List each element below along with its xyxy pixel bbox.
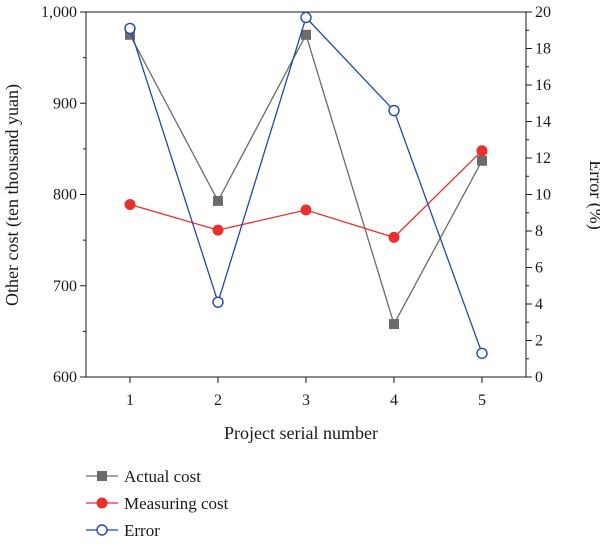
right-y-tick-label: 4 — [535, 296, 543, 313]
legend-marker — [97, 471, 107, 481]
right-y-tick-label: 8 — [535, 223, 543, 240]
legend-label: Measuring cost — [124, 494, 229, 513]
left-y-tick-label: 1,000 — [41, 4, 77, 21]
data-point — [388, 231, 400, 243]
data-point — [389, 319, 399, 330]
right-y-tick-label: 0 — [535, 369, 543, 386]
left-y-tick-label: 800 — [53, 187, 77, 204]
legend-item: Error — [86, 521, 160, 540]
left-y-axis-title: Other cost (ten thousand yuan) — [2, 84, 23, 306]
plot-border — [85, 11, 527, 378]
left-y-tick-label: 900 — [53, 95, 77, 112]
left-y-tick-label: 600 — [53, 369, 77, 386]
series-line — [129, 16, 483, 354]
legend-label: Actual cost — [124, 467, 201, 486]
data-point — [212, 224, 224, 236]
legend: Actual cost Measuring cost Error — [86, 467, 229, 540]
right-y-tick-label: 12 — [535, 150, 551, 167]
plot-area — [85, 11, 527, 378]
data-point — [300, 11, 312, 24]
x-tick-label: 4 — [390, 392, 398, 409]
data-point — [212, 296, 224, 308]
right-y-tick-label: 10 — [535, 187, 551, 204]
data-point — [124, 22, 136, 35]
data-point — [301, 29, 311, 40]
left-y-tick-label: 700 — [53, 278, 77, 295]
right-y-tick-label: 20 — [535, 4, 551, 21]
x-tick-label: 2 — [214, 392, 222, 409]
series-layer — [124, 11, 488, 359]
right-y-tick-label: 2 — [535, 333, 543, 350]
right-y-tick-label: 14 — [535, 114, 551, 131]
data-point — [124, 199, 136, 211]
right-y-axis: 0 2 4 6 8 10 12 14 16 18 20 — [526, 4, 551, 386]
series-error — [124, 11, 488, 359]
x-tick-label: 1 — [126, 392, 134, 409]
left-y-axis: 600 700 800 900 1,000 — [41, 4, 86, 386]
data-point — [388, 104, 400, 117]
right-y-tick-label: 6 — [535, 260, 543, 277]
data-point — [213, 195, 223, 206]
series-actual-cost — [125, 29, 487, 330]
data-point — [300, 204, 312, 216]
data-point — [476, 145, 488, 157]
x-axis: 1 2 3 4 5 — [126, 377, 486, 409]
right-y-tick-label: 18 — [535, 41, 551, 58]
right-y-tick-label: 16 — [535, 77, 551, 94]
x-tick-label: 5 — [478, 392, 486, 409]
x-tick-label: 3 — [302, 392, 310, 409]
data-point — [477, 155, 487, 166]
legend-label: Error — [124, 521, 160, 540]
legend-marker — [96, 497, 108, 509]
x-axis-title: Project serial number — [224, 423, 378, 443]
legend-item: Actual cost — [86, 467, 201, 486]
right-y-axis-title: Error (%) — [585, 160, 600, 229]
legend-marker — [96, 524, 108, 536]
data-point — [476, 347, 488, 359]
legend-item: Measuring cost — [86, 494, 229, 513]
series-measuring-cost — [124, 145, 488, 243]
series-line — [129, 33, 483, 326]
